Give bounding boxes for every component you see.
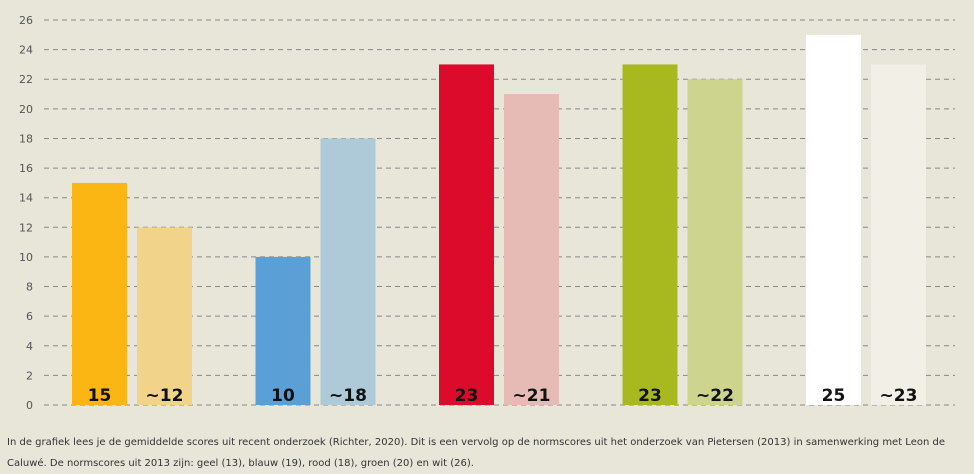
y-tick-label-4: 4 xyxy=(26,340,33,353)
bar-rood-2 xyxy=(504,94,559,406)
bar-value-label-geel-2: ~12 xyxy=(146,386,184,406)
bar-rood-1 xyxy=(439,64,494,405)
bar-value-label-groen-2: ~22 xyxy=(696,386,734,406)
bar-groen-2 xyxy=(687,79,743,405)
y-tick-label-20: 20 xyxy=(19,103,33,116)
bar-value-label-wit-2: ~23 xyxy=(880,386,918,406)
y-tick-label-12: 12 xyxy=(19,221,33,234)
bar-wit-2 xyxy=(871,64,926,405)
y-tick-label-10: 10 xyxy=(19,251,33,264)
bar-value-label-blauw-1: 10 xyxy=(271,386,295,406)
y-tick-label-0: 0 xyxy=(26,399,33,412)
bar-value-label-blauw-2: ~18 xyxy=(329,386,367,406)
bar-value-label-wit-1: 25 xyxy=(822,386,846,406)
bar-geel-2 xyxy=(137,227,192,405)
y-tick-label-8: 8 xyxy=(26,281,33,294)
bar-value-label-rood-2: ~21 xyxy=(513,386,551,406)
y-tick-label-14: 14 xyxy=(19,192,33,205)
y-tick-label-16: 16 xyxy=(19,162,33,175)
bar-geel-1 xyxy=(72,182,127,405)
bar-blauw-2 xyxy=(320,138,376,405)
chart-caption: In de grafiek lees je de gemiddelde scor… xyxy=(7,437,945,469)
y-tick-label-6: 6 xyxy=(26,310,33,323)
bar-blauw-1 xyxy=(255,256,311,405)
bar-value-label-groen-1: 23 xyxy=(638,386,662,406)
chart-area: 0 2 4 6 8 10 12 14 16 18 20 22 24 26 15 ~12 10 ~18 23 ~21 23… xyxy=(19,14,955,412)
bar-value-label-rood-1: 23 xyxy=(455,386,479,406)
y-tick-label-18: 18 xyxy=(19,132,33,145)
y-tick-label-22: 22 xyxy=(19,73,33,86)
y-tick-label-2: 2 xyxy=(26,369,33,382)
y-tick-label-24: 24 xyxy=(19,44,33,57)
bar-value-label-geel-1: 15 xyxy=(88,386,112,406)
bar-wit-1 xyxy=(806,34,861,406)
bar-groen-1 xyxy=(622,64,678,405)
y-tick-label-26: 26 xyxy=(19,14,33,27)
